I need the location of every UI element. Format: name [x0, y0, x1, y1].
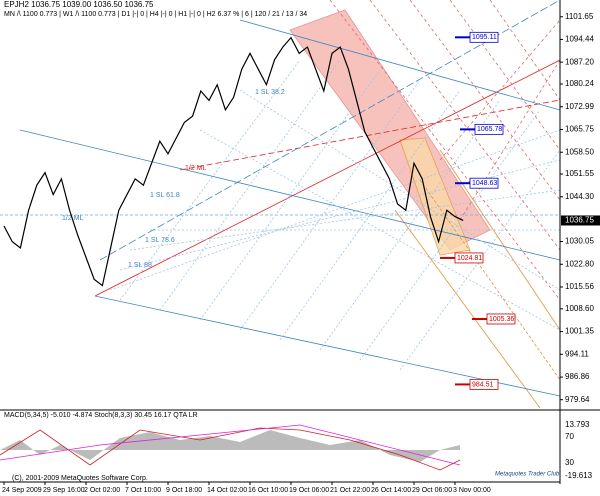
price-line	[3, 36, 464, 287]
x-tick-label: 2 Oct 02:00	[84, 487, 120, 494]
indicator-line	[0, 427, 461, 471]
blue-line	[19, 129, 561, 261]
y-tick-label: 1022.80	[565, 259, 594, 268]
indicator-tick-label: -19.613	[565, 471, 593, 480]
annotation: 1 SL 38.2	[255, 89, 285, 96]
price-label-box	[474, 123, 504, 135]
watermark: Metaquotes Trader Club	[495, 472, 560, 478]
price-label: 1048.63	[472, 180, 497, 187]
y-tick-label: 1030.05	[565, 237, 594, 246]
y-tick-label: 1015.56	[565, 282, 594, 291]
y-tick-label: 1065.75	[565, 125, 594, 134]
orange-line	[439, 149, 561, 331]
orange-line	[394, 209, 541, 409]
indicator-line	[0, 424, 461, 466]
current-price-label: 1036.75	[565, 216, 594, 225]
price-label: 1065.78	[477, 126, 502, 133]
y-tick-label: 994.11	[565, 349, 589, 358]
y-tick-label: 1072.99	[565, 102, 594, 111]
indicator-title: MACD(5,34,5) -5.010 -4.874 Stoch(8,3,3) …	[4, 412, 198, 419]
y-tick-label: 1051.55	[565, 169, 594, 178]
x-tick-label: 29 Oct 06:00	[412, 487, 452, 494]
red-line	[179, 99, 561, 171]
y-tick-label: 1008.60	[565, 304, 594, 313]
indicator-tick-label: 70	[565, 432, 574, 441]
indicator-tick-label: 30	[565, 458, 574, 467]
price-label-box	[469, 379, 499, 390]
y-tick-label: 979.64	[565, 395, 590, 404]
blue-line	[99, 0, 561, 261]
blue-line	[239, 19, 561, 111]
x-tick-label: 14 Oct 02:00	[207, 487, 247, 494]
x-tick-label: 9 Oct 18:00	[166, 487, 202, 494]
price-label-box	[454, 252, 484, 264]
x-tick-label: 21 Oct 22:00	[330, 487, 370, 494]
red-fan-lines	[329, 0, 561, 301]
copyright: (C), 2001-2009 MetaQuotes Software Corp.	[12, 475, 148, 482]
x-tick-label: 16 Oct 10:00	[248, 487, 288, 494]
red-line	[94, 59, 561, 297]
price-label-box	[469, 177, 499, 189]
annotation: 1 SL 61.8	[150, 192, 180, 199]
x-tick-label: 26 Oct 14:00	[371, 487, 411, 494]
x-tick-label: 3 Nov 00:00	[453, 487, 491, 494]
price-label-box	[486, 313, 516, 325]
y-tick-label: 1094.44	[565, 35, 594, 44]
price-label: 1005.36	[489, 316, 514, 323]
x-tick-label: 7 Oct 10:00	[125, 487, 161, 494]
y-tick-label: 1044.30	[565, 192, 594, 201]
y-tick-label: 1087.20	[565, 57, 594, 66]
y-tick-label: 1001.35	[565, 327, 594, 336]
indicator-tick-label: 13.793	[565, 420, 590, 429]
orange-line	[419, 179, 561, 381]
price-label: 1024.81	[457, 255, 482, 262]
price-label-box	[469, 31, 499, 43]
y-tick-label: 1101.65	[565, 12, 594, 21]
x-tick-label: 29 Sep 16:00	[43, 487, 85, 494]
price-label: 984.51	[472, 381, 494, 388]
x-tick-label: 19 Oct 06:00	[289, 487, 329, 494]
y-tick-label: 1058.50	[565, 147, 594, 156]
y-tick-label: 1080.24	[565, 79, 594, 88]
annotation: 1 SL 78.6	[145, 237, 175, 244]
header-info: MN /\ 1100 0.773 | W1 /\ 1100 0.773 | D1…	[4, 11, 307, 18]
y-tick-label: 986.86	[565, 372, 590, 381]
header: EPJH2 1036.75 1039.00 1036.50 1036.75	[4, 0, 154, 9]
indicator-area	[0, 430, 460, 462]
annotation: 1/2 ML	[185, 165, 207, 172]
annotation: 1 SL 88	[128, 262, 152, 269]
price-label: 1095.11	[472, 34, 497, 41]
x-tick-label: 24 Sep 2009	[2, 487, 42, 494]
current-price-box	[561, 215, 600, 226]
